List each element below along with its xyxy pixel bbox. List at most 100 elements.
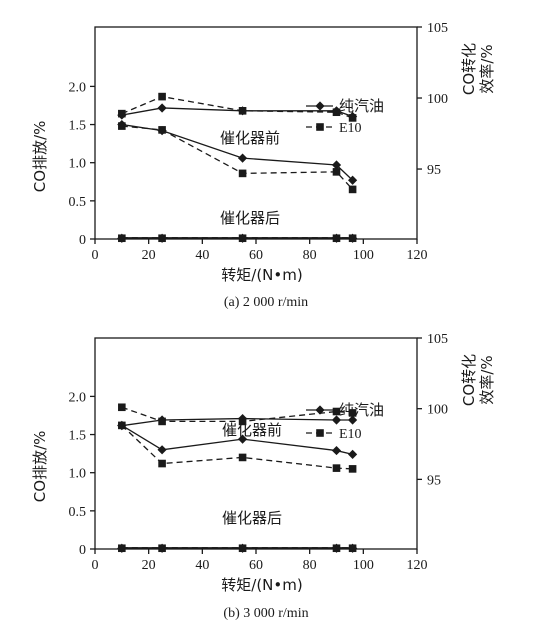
data-point — [331, 160, 342, 170]
data-point — [332, 108, 341, 117]
y-tick-label: 0 — [79, 543, 86, 558]
data-point — [348, 415, 358, 425]
legend-label: 纯汽油 — [339, 401, 384, 419]
series-e10-after-catalyst — [118, 544, 357, 553]
legend-label: 纯汽油 — [339, 97, 384, 115]
data-point — [348, 409, 357, 417]
data-point — [158, 417, 166, 426]
chart-panel-b: 0 20 40 60 80 100 120 0 0.5 1.0 1.5 2.0 95 100 105 转矩/(… — [31, 332, 496, 621]
x-axis-title: 转矩/(N•m) — [221, 576, 302, 594]
data-point — [332, 168, 341, 176]
series-e10-after-catalyst — [118, 234, 357, 243]
y-tick-label: 2.0 — [69, 390, 87, 405]
data-point — [158, 459, 166, 468]
x-tick-label: 40 — [195, 248, 209, 263]
data-point — [118, 403, 126, 412]
y-right-axis-title: 效率/% — [478, 44, 496, 93]
annotation-after-catalyst: 催化器后 — [220, 209, 280, 227]
y-axis-title: CO排放/% — [31, 121, 49, 193]
y-right-axis-title: CO转化 — [460, 354, 478, 406]
y-right-tick-label: 95 — [427, 163, 441, 178]
x-tick-label: 20 — [142, 558, 156, 573]
data-point — [237, 434, 248, 444]
data-point — [238, 544, 247, 553]
x-tick-label: 120 — [407, 248, 428, 263]
legend-item-pure-gasoline: 纯汽油 — [306, 401, 384, 419]
panel-caption: (a) 2 000 r/min — [224, 295, 308, 310]
y-right-axis-title: 效率/% — [478, 355, 496, 404]
data-point — [348, 114, 357, 122]
y-tick-label: 1.5 — [69, 119, 87, 134]
x-tick-label: 40 — [195, 558, 209, 573]
data-point — [348, 544, 357, 553]
data-point — [332, 407, 341, 416]
legend-marker — [316, 123, 324, 131]
data-point — [158, 544, 166, 553]
y-right-tick-label: 95 — [427, 473, 441, 488]
legend-item-e10: E10 — [306, 121, 362, 136]
data-point — [332, 544, 341, 553]
y-right-tick-label: 100 — [427, 92, 448, 107]
y-tick-label: 0.5 — [69, 505, 87, 520]
series-e10-before-catalyst — [118, 122, 357, 194]
annotation-before-catalyst: 催化器前 — [222, 421, 282, 439]
data-point — [158, 92, 166, 101]
y-tick-label: 0.5 — [69, 195, 87, 210]
x-tick-label: 60 — [249, 558, 263, 573]
series-e10-efficiency — [118, 403, 357, 426]
x-tick-label: 80 — [303, 558, 317, 573]
legend-marker — [315, 405, 325, 415]
legend-item-pure-gasoline: 纯汽油 — [306, 97, 384, 115]
y-tick-label: 2.0 — [69, 80, 87, 95]
data-point — [157, 103, 167, 113]
data-point — [237, 153, 248, 163]
panel-caption: (b) 3 000 r/min — [223, 606, 308, 621]
x-tick-label: 0 — [92, 558, 99, 573]
data-point — [332, 464, 341, 472]
y-tick-label: 1.0 — [69, 157, 87, 172]
data-point — [118, 109, 126, 118]
data-point — [238, 169, 247, 178]
data-point — [331, 445, 342, 456]
x-tick-label: 0 — [92, 248, 99, 263]
legend-label: E10 — [339, 121, 362, 136]
data-point — [238, 417, 247, 426]
data-point — [117, 421, 127, 431]
y-right-tick-label: 105 — [427, 332, 448, 347]
data-point — [238, 453, 247, 462]
x-tick-label: 100 — [353, 558, 374, 573]
series-e10-efficiency — [118, 92, 357, 122]
x-tick-label: 100 — [353, 248, 374, 263]
data-point — [158, 234, 166, 243]
data-point — [348, 449, 358, 459]
data-point — [348, 185, 357, 194]
data-point — [157, 445, 167, 455]
y-axis-title: CO排放/% — [31, 431, 49, 503]
x-tick-label: 60 — [249, 248, 263, 263]
y-tick-label: 1.5 — [69, 429, 87, 444]
data-point — [348, 234, 357, 243]
x-axis-title: 转矩/(N•m) — [221, 266, 302, 284]
x-tick-label: 80 — [303, 248, 317, 263]
data-point — [238, 234, 247, 243]
legend-label: E10 — [339, 427, 362, 442]
annotation-before-catalyst: 催化器前 — [220, 129, 280, 147]
data-point — [331, 415, 342, 425]
y-right-tick-label: 100 — [427, 403, 448, 418]
data-point — [332, 234, 341, 243]
legend-item-e10: E10 — [306, 427, 362, 442]
data-point — [348, 465, 357, 473]
y-tick-label: 0 — [79, 233, 86, 248]
data-point — [238, 107, 247, 115]
legend-marker — [316, 429, 324, 437]
data-point — [348, 175, 358, 185]
data-point — [118, 122, 126, 130]
y-right-tick-label: 105 — [427, 21, 448, 36]
data-point — [118, 544, 126, 553]
y-right-axis-title: CO转化 — [460, 43, 478, 95]
y-tick-label: 1.0 — [69, 467, 87, 482]
annotation-after-catalyst: 催化器后 — [222, 509, 282, 527]
data-point — [158, 126, 166, 134]
legend-marker — [315, 101, 325, 111]
